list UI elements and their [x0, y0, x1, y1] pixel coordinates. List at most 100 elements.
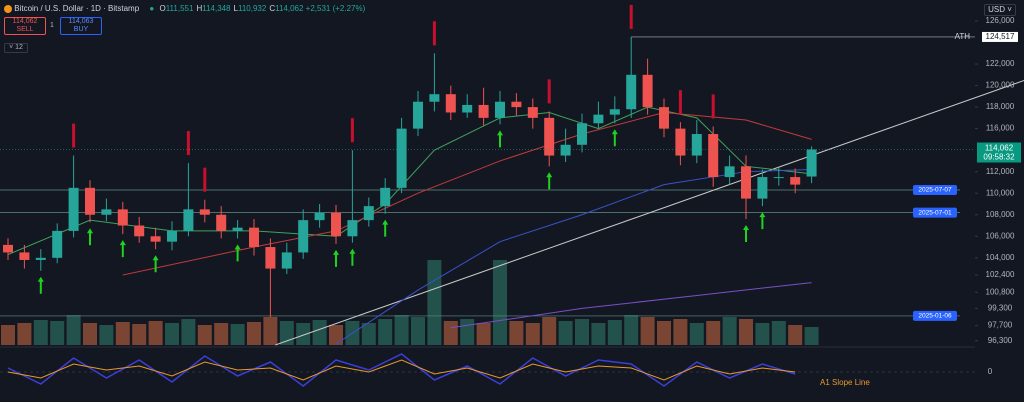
volume-bar: [493, 260, 507, 345]
sell-label: SELL: [16, 26, 34, 33]
y-tick-label: 118,000: [986, 102, 1015, 111]
sell-signal: [547, 79, 551, 104]
volume-bar: [296, 323, 311, 345]
volume-bar: [263, 317, 278, 345]
buy-signal: [382, 219, 389, 237]
candle-body: [314, 212, 325, 221]
candle-body: [445, 94, 456, 113]
y-tick-label: 126,000: [986, 16, 1015, 25]
buy-signal: [759, 212, 766, 230]
osc-tick-label: 0: [988, 367, 993, 376]
buy-signal: [152, 255, 159, 273]
sell-signal: [203, 167, 207, 192]
candle-body: [462, 104, 473, 113]
candle-body: [331, 212, 341, 237]
candle-body: [199, 209, 210, 215]
ohlc-value: 114,062: [275, 4, 304, 13]
last-price-bg: [977, 142, 1021, 163]
ohlc: O111,551 H114,348 L110,932 C114,062: [156, 4, 303, 13]
volume-bar: [165, 323, 179, 345]
candle-body: [232, 227, 243, 231]
last-price: 114,062: [985, 144, 1014, 153]
sell-signal: [432, 21, 436, 46]
buy-signal: [333, 249, 339, 267]
candle-body: [134, 225, 145, 237]
volume-bar: [722, 317, 737, 345]
volume-bar: [525, 323, 540, 345]
buy-signal: [234, 244, 241, 262]
volume-bar: [33, 320, 48, 345]
buy-signal: [119, 240, 126, 258]
hline-label: 2025-01-06: [918, 313, 952, 320]
candle-body: [773, 177, 784, 179]
moving-average: [450, 282, 812, 329]
countdown: 09:58:32: [983, 153, 1015, 162]
volume-bar: [509, 321, 524, 345]
btc-icon: [4, 4, 12, 13]
sell-button[interactable]: 114,062 SELL: [4, 17, 46, 35]
candle-body: [724, 166, 735, 178]
ohlc-value: 114,348: [202, 4, 231, 13]
ohlc-value: 110,932: [238, 4, 267, 13]
candle-body: [741, 166, 751, 199]
volume-bar: [460, 319, 475, 345]
candle-body: [626, 74, 637, 110]
y-tick-label: 110,000: [986, 188, 1015, 197]
candle-body: [495, 101, 505, 118]
y-tick-label: 96,300: [988, 336, 1013, 345]
candle-body: [19, 252, 30, 260]
trendline: [275, 79, 1024, 346]
candle-body: [249, 227, 259, 248]
osc-line: [7, 359, 796, 381]
ohlc-key: C: [269, 4, 276, 13]
candle-body: [52, 230, 63, 258]
candle-body: [560, 144, 571, 156]
currency-select[interactable]: USD ˅: [984, 4, 1016, 16]
ath-label: ATH: [955, 32, 971, 41]
ohlc-key: H: [196, 4, 203, 13]
buy-button[interactable]: 114,063 BUY: [60, 17, 102, 35]
volume-bar: [99, 325, 114, 345]
volume-bar: [771, 321, 786, 345]
ohlc-value: 111,551: [165, 4, 194, 13]
hline-label-bg: [913, 207, 957, 218]
volume-bar: [640, 317, 655, 345]
volume-bar: [214, 323, 229, 345]
candle-body: [265, 247, 276, 269]
candle-body: [85, 187, 95, 215]
candle-body: [183, 209, 194, 231]
volume-bar: [542, 317, 557, 345]
buy-signal: [546, 172, 553, 190]
candle-body: [691, 134, 702, 156]
volume-bar: [132, 324, 147, 345]
hline-label: 2025-07-01: [918, 209, 952, 216]
candle-body: [527, 107, 538, 118]
volume-bar: [329, 325, 343, 345]
candle-body: [790, 177, 801, 185]
y-tick-label: 120,000: [986, 81, 1015, 90]
osc-name: A1 Slope Line: [820, 378, 870, 387]
volume-bar: [755, 323, 770, 345]
candle-body: [642, 74, 653, 108]
candle-body: [593, 114, 604, 124]
ohlc-key: O: [159, 4, 166, 13]
candle-body: [281, 252, 292, 269]
sell-price: 114,062: [12, 18, 38, 25]
volume-bar: [558, 321, 573, 345]
hline-label: 2025-07-07: [918, 187, 952, 194]
volume-bar: [427, 260, 442, 345]
change: +2,531 (+2.27%): [305, 4, 366, 13]
candle-body: [347, 220, 358, 237]
volume-bar: [739, 319, 753, 345]
volume-bar: [624, 315, 639, 345]
volume-bar: [50, 321, 65, 345]
volume-bar: [1, 325, 15, 345]
symbol-title[interactable]: Bitcoin / U.S. Dollar · 1D · Bitstamp: [14, 4, 140, 13]
volume-bar: [804, 327, 819, 345]
candle-body: [806, 149, 817, 177]
candle-body: [757, 177, 768, 199]
candle-body: [117, 209, 128, 226]
candle-body: [478, 104, 489, 118]
indicators-toggle[interactable]: ˅ 12: [4, 43, 28, 53]
